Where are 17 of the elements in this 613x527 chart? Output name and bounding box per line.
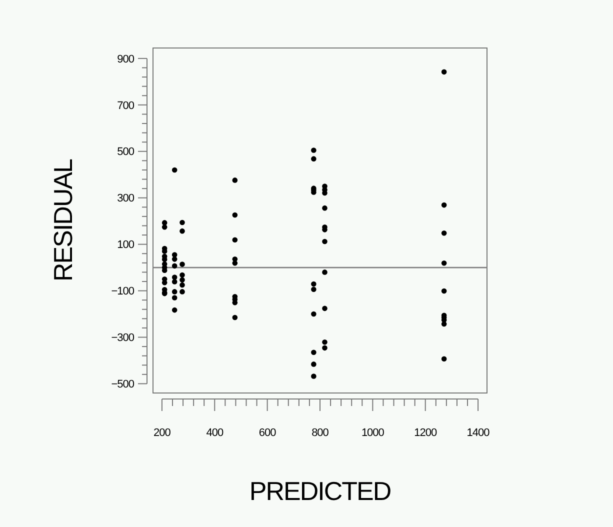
x-tick-label: 1400 (466, 427, 490, 439)
x-tick-label: 800 (312, 427, 329, 439)
x-tick-label: 1000 (361, 427, 384, 439)
y-tick-label: 100 (117, 239, 134, 252)
x-axis-title: PREDICTED (249, 476, 391, 506)
x-tick-label: 600 (258, 427, 276, 439)
y-tick-label: −100 (111, 286, 134, 298)
y-tick-label: 300 (117, 192, 134, 205)
x-tick-label: 1200 (414, 427, 437, 439)
x-tick-label: 400 (206, 427, 224, 439)
y-tick-label: 700 (117, 100, 134, 112)
y-tick-label: −300 (111, 332, 134, 344)
y-tick-label: −500 (111, 378, 134, 391)
y-tick-label: 900 (117, 53, 134, 66)
x-tick-label: 200 (154, 427, 171, 439)
y-tick-label: 500 (117, 146, 134, 158)
y-axis-title: RESIDUAL (48, 158, 78, 282)
